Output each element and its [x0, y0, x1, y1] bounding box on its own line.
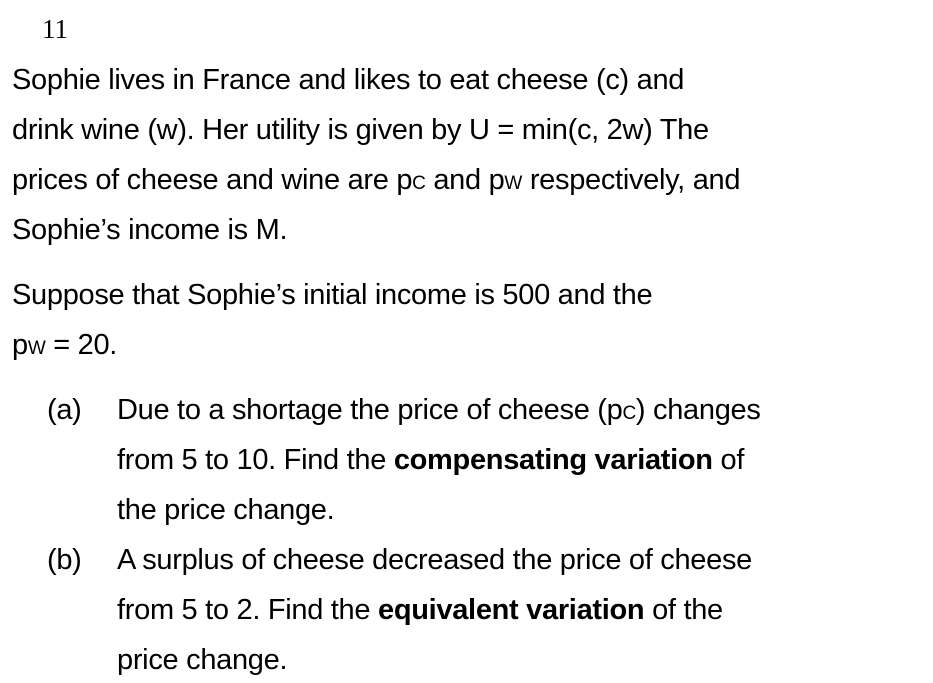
text-line: Sophie’s income is M. [12, 214, 288, 246]
text-line: Sophie lives in France and likes to eat … [12, 64, 685, 96]
text-line: Due to a shortage the price of cheese (p… [117, 394, 761, 426]
text-line: A surplus of cheese decreased the price … [117, 544, 752, 576]
bold-term: equivalent variation [377, 594, 645, 626]
text-line: prices of cheese and wine are pC and pW … [12, 164, 741, 196]
bold-term: compensating variation [393, 444, 713, 476]
text-line: the price change. [117, 494, 335, 526]
text-line: from 5 to 2. Find the equivalent variati… [117, 594, 723, 626]
part-label: (b) [47, 544, 82, 576]
text-line: from 5 to 10. Find the compensating vari… [117, 444, 745, 476]
text-line: price change. [117, 644, 288, 676]
text-line: drink wine (w). Her utility is given by … [12, 114, 709, 146]
text-line: pW = 20. [12, 329, 118, 361]
part-label: (a) [47, 394, 82, 426]
question-number: 11 [42, 14, 68, 44]
text-line: Suppose that Sophie’s initial income is … [12, 279, 653, 311]
